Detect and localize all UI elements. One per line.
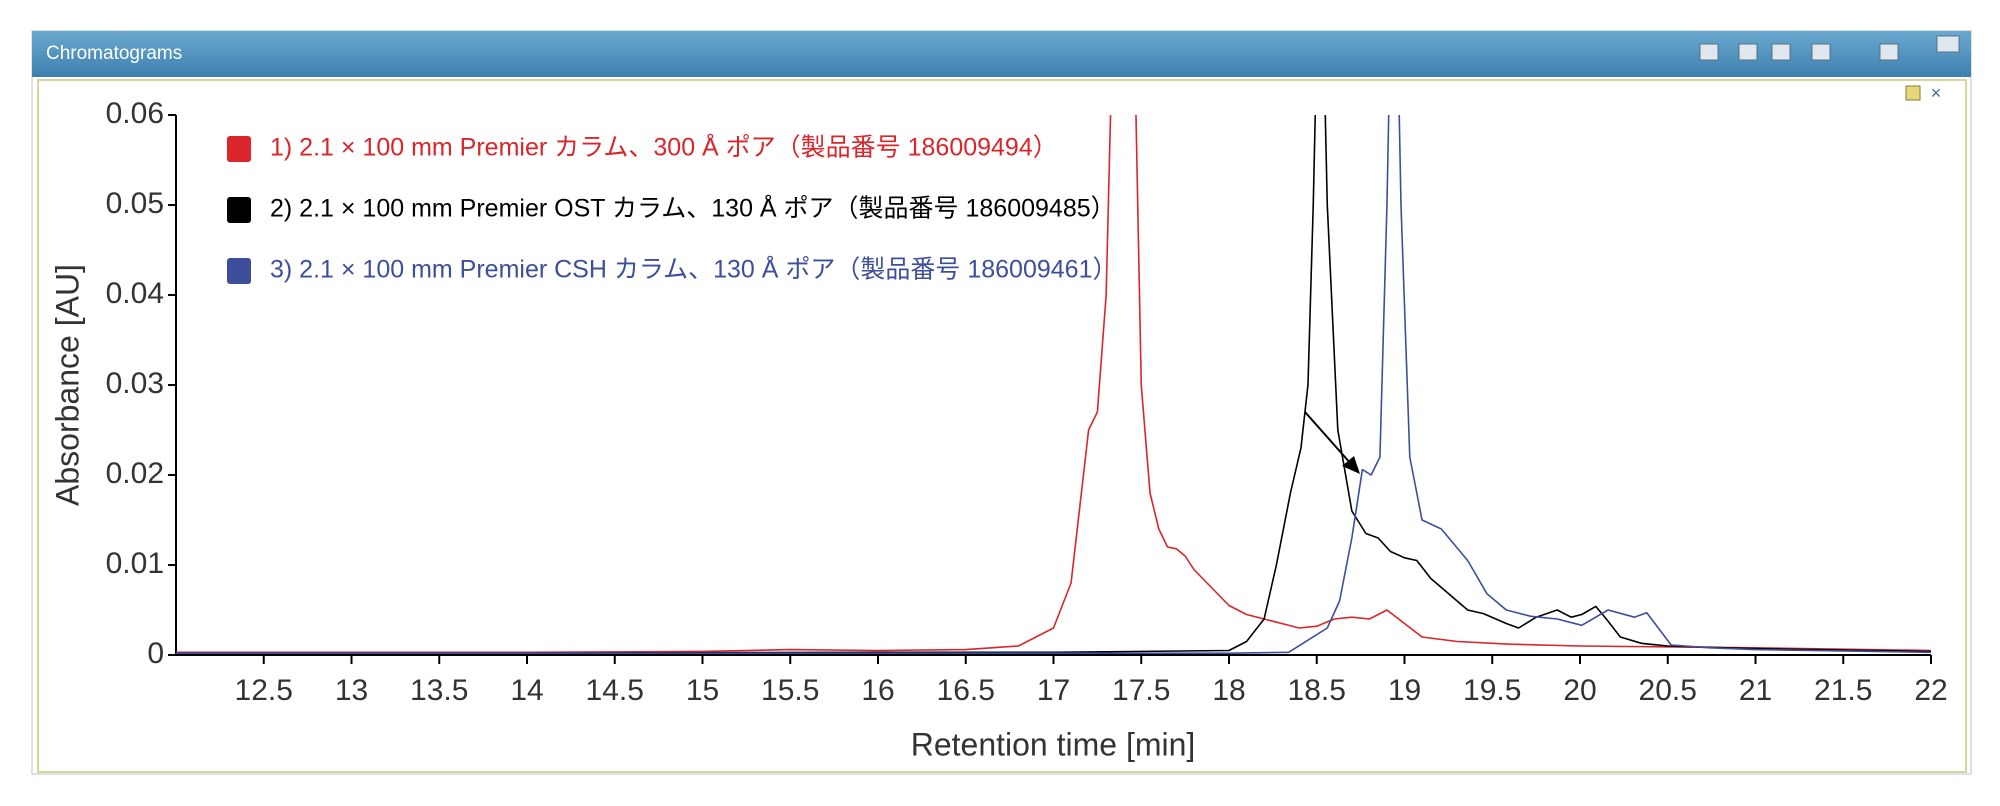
y-tick-label: 0.04 [106,277,164,310]
annotation-arrowhead [1342,456,1360,474]
x-tick-label: 21.5 [1814,674,1872,707]
legend-swatch [227,136,251,162]
tool-icon[interactable] [1879,43,1899,61]
x-tick-label: 14 [510,674,543,707]
window-title: Chromatograms [46,43,182,64]
toolbar[interactable] [1699,35,1960,61]
y-tick-label: 0.06 [106,97,164,130]
x-tick-label: 19 [1388,674,1421,707]
x-tick-label: 21 [1739,674,1772,707]
tool-icon[interactable] [1699,43,1719,61]
pin-button[interactable] [1905,85,1921,101]
x-tick-label: 15 [686,674,719,707]
plot-frame [37,79,1967,773]
tool-icon[interactable] [1771,43,1791,61]
window-frame [31,30,1972,775]
x-tick-label: 12.5 [235,674,293,707]
annotation-arrow [1304,411,1353,466]
legend-swatch [227,258,251,284]
y-tick-label: 0 [147,637,164,670]
title-bar [32,31,1971,77]
series-line [176,115,1931,654]
x-tick-label: 19.5 [1463,674,1521,707]
y-tick-label: 0.05 [106,187,164,220]
series-line [176,115,1931,654]
tool-icon[interactable] [1738,43,1758,61]
legend-swatch [227,197,251,223]
x-tick-label: 17 [1037,674,1070,707]
y-tick-label: 0.01 [106,547,164,580]
x-axis-label: Retention time [min] [911,726,1196,762]
x-tick-label: 20.5 [1639,674,1697,707]
legend-label: 1) 2.1 × 100 mm Premier カラム、300 Å ポア（製品番… [270,132,1058,162]
x-tick-label: 20 [1563,674,1596,707]
x-tick-label: 16 [861,674,894,707]
legend-label: 3) 2.1 × 100 mm Premier CSH カラム、130 Å ポア… [270,254,1117,284]
y-tick-label: 0.03 [106,367,164,400]
plot-area [176,115,1931,654]
x-tick-label: 16.5 [937,674,995,707]
tool-icon[interactable] [1811,43,1831,61]
x-tick-label: 14.5 [586,674,644,707]
close-button[interactable]: × [1931,83,1942,103]
restore-button[interactable] [1936,35,1960,53]
x-tick-label: 18 [1212,674,1245,707]
x-tick-label: 22 [1914,674,1947,707]
x-tick-label: 13 [335,674,368,707]
legend-label: 2) 2.1 × 100 mm Premier OST カラム、130 Å ポア… [270,193,1116,223]
x-tick-label: 17.5 [1112,674,1170,707]
y-tick-label: 0.02 [106,457,164,490]
series-line [176,115,1931,654]
x-tick-label: 13.5 [410,674,468,707]
y-axis-label: Absorbance [AU] [49,264,85,506]
x-tick-label: 18.5 [1288,674,1346,707]
x-tick-label: 15.5 [761,674,819,707]
